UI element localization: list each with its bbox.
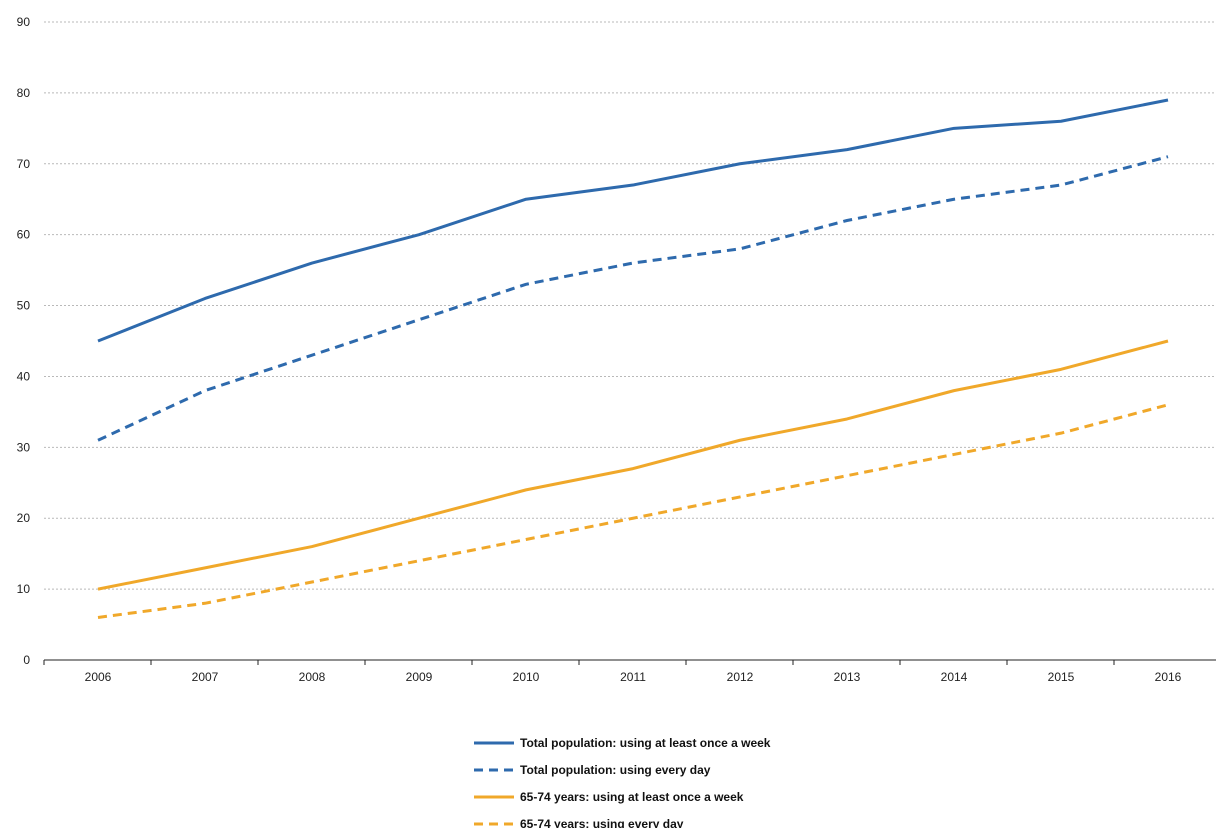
x-tick-label: 2016 — [1155, 670, 1182, 684]
axes: 0 10 20 30 40 50 60 70 80 90 2006 2007 2008 2009 2010 2… — [17, 15, 1216, 684]
y-tick-label: 40 — [17, 369, 31, 383]
series-lines — [97, 98, 1169, 619]
series-line-4 — [97, 403, 1169, 619]
legend: Total population: using at least once a … — [474, 736, 771, 828]
y-tick-label: 70 — [17, 157, 31, 171]
y-tick-label: 80 — [17, 86, 31, 100]
y-tick-label: 90 — [17, 15, 31, 29]
y-tick-label: 20 — [17, 511, 31, 525]
y-tick-label: 60 — [17, 228, 31, 242]
x-tick-label: 2012 — [727, 670, 754, 684]
x-tick-label: 2011 — [620, 670, 646, 684]
y-tick-label: 50 — [17, 299, 31, 313]
series-line-2 — [97, 155, 1169, 442]
x-tick-label: 2007 — [192, 670, 219, 684]
x-tick-label: 2008 — [299, 670, 326, 684]
x-tick-label: 2014 — [941, 670, 968, 684]
gridlines — [44, 21, 1216, 590]
x-tick-label: 2010 — [513, 670, 540, 684]
y-tick-label: 0 — [23, 653, 30, 667]
x-tick-label: 2006 — [85, 670, 112, 684]
series-line-3 — [97, 339, 1169, 591]
x-tick-label: 2013 — [834, 670, 861, 684]
legend-label-3: 65-74 years: using at least once a week — [520, 790, 744, 804]
x-tick-label: 2015 — [1048, 670, 1075, 684]
y-tick-label: 10 — [17, 582, 31, 596]
series-line-1 — [97, 98, 1169, 343]
legend-label-4: 65-74 years: using every day — [520, 817, 684, 828]
x-tick-label: 2009 — [406, 670, 433, 684]
legend-label-1: Total population: using at least once a … — [520, 736, 771, 750]
legend-label-2: Total population: using every day — [520, 763, 711, 777]
y-tick-label: 30 — [17, 440, 31, 454]
